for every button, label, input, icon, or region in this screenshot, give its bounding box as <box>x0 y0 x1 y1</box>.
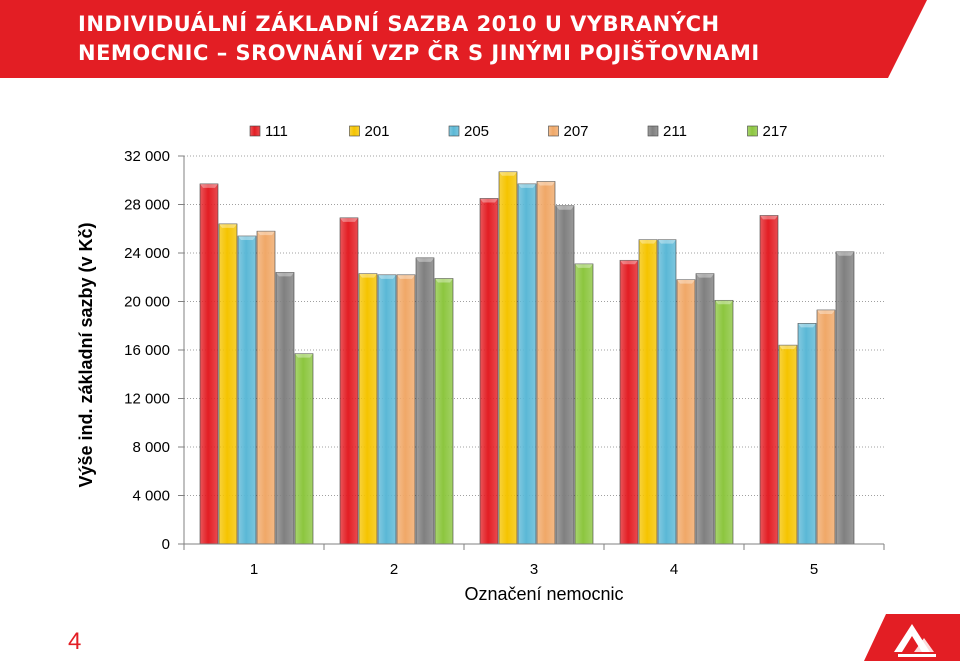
page-number: 4 <box>68 628 82 655</box>
x-tick-label: 4 <box>670 561 678 578</box>
bar-bevel <box>295 353 313 358</box>
y-tick-label: 32 000 <box>124 148 170 165</box>
bar-series-201-category-4 <box>638 239 658 545</box>
bar-bevel <box>518 183 536 188</box>
y-tick-label: 24 000 <box>124 245 170 262</box>
legend-label-207: 207 <box>564 123 589 140</box>
page-title-line-2: NEMOCNIC – SROVNÁNÍ VZP ČR S JINÝMI POJI… <box>78 41 760 65</box>
bar-series-207-category-4 <box>676 279 696 545</box>
bar-series-211-category-1 <box>275 272 295 545</box>
bar-series-205-category-5 <box>797 323 817 545</box>
bar-bevel <box>480 198 498 203</box>
bar-bevel <box>639 239 657 244</box>
y-tick-label: 12 000 <box>124 391 170 408</box>
bar-bevel <box>340 217 358 222</box>
bar-series-207-category-5 <box>816 309 836 545</box>
bar-bevel <box>499 171 517 176</box>
bar-series-217-category-3 <box>574 263 594 545</box>
bar-series-201-category-1 <box>218 223 238 545</box>
bar-bevel <box>715 300 733 305</box>
page-title-line-1: INDIVIDUÁLNÍ ZÁKLADNÍ SAZBA 2010 U VYBRA… <box>78 12 720 36</box>
bar-bevel <box>416 257 434 262</box>
legend: 111 201 205 207 211 217 <box>249 123 788 140</box>
bar-bevel <box>779 345 797 350</box>
bar-bevel <box>238 236 256 241</box>
bar-series-111-category-5 <box>759 215 779 545</box>
bar-bevel <box>836 251 854 256</box>
bar-bevel <box>219 223 237 228</box>
company-logo <box>864 614 960 661</box>
bar-bevel <box>760 215 778 220</box>
bar-series-111-category-3 <box>479 198 499 545</box>
y-tick-label: 20 000 <box>124 294 170 311</box>
bar-bevel <box>359 273 377 278</box>
bar-series-111-category-1 <box>199 183 219 545</box>
bar-bevel <box>435 278 453 283</box>
bar-bevel <box>276 272 294 277</box>
bar-series-217-category-2 <box>434 278 454 545</box>
title-banner-shape <box>0 0 927 78</box>
bar-series-207-category-1 <box>256 230 276 545</box>
bar-series-207-category-2 <box>396 274 416 545</box>
bar-series-211-category-4 <box>695 273 715 545</box>
bar-series-201-category-2 <box>358 273 378 545</box>
legend-swatch-207 <box>548 125 559 137</box>
bar-series-111-category-4 <box>619 259 639 545</box>
bar-bevel <box>556 205 574 210</box>
bar-series-201-category-3 <box>498 171 518 545</box>
y-tick-label: 28 000 <box>124 197 170 214</box>
bar-bevel <box>658 239 676 244</box>
x-tick-label: 2 <box>390 561 398 578</box>
bar-series-201-category-5 <box>778 344 798 545</box>
legend-swatch-205 <box>448 125 460 137</box>
bar-bevel <box>798 323 816 328</box>
y-tick-label: 4 000 <box>132 488 170 505</box>
legend-swatch-211 <box>647 125 659 137</box>
bar-series-205-category-3 <box>517 183 537 545</box>
bar-bevel <box>397 274 415 279</box>
y-tick-label: 8 000 <box>132 439 170 456</box>
legend-label-217: 217 <box>763 123 788 140</box>
bar-series-205-category-2 <box>377 274 397 545</box>
bar-bevel <box>378 274 396 279</box>
legend-swatch-201 <box>349 125 360 137</box>
x-tick-label: 3 <box>530 561 538 578</box>
bar-series-217-category-4 <box>714 299 734 545</box>
x-tick-label: 1 <box>250 561 258 578</box>
legend-swatch-111 <box>249 125 261 137</box>
y-tick-label: 0 <box>162 536 170 553</box>
bar-bevel <box>696 273 714 278</box>
legend-label-205: 205 <box>464 123 489 140</box>
legend-swatch-217 <box>747 125 758 137</box>
axes: 0 4 000 8 000 12 000 16 000 20 000 24 000 28 00… <box>124 148 885 578</box>
legend-label-201: 201 <box>365 123 390 140</box>
legend-label-211: 211 <box>663 123 687 140</box>
bars <box>199 171 855 545</box>
bar-bevel <box>200 183 218 188</box>
bar-bevel <box>575 263 593 268</box>
bar-bevel <box>537 181 555 186</box>
bar-series-111-category-2 <box>339 217 359 545</box>
y-tick-label: 16 000 <box>124 342 170 359</box>
bar-series-211-category-2 <box>415 257 435 545</box>
x-axis-title: Označení nemocnic <box>464 584 623 604</box>
bar-series-205-category-4 <box>657 239 677 545</box>
y-axis-title: Výše ind. základní sazby (v Kč) <box>76 222 96 487</box>
bar-bevel <box>677 279 695 284</box>
bar-series-211-category-5 <box>835 251 855 545</box>
bar-series-205-category-1 <box>237 235 257 545</box>
legend-label-111: 111 <box>265 123 288 140</box>
bar-bevel <box>257 231 275 236</box>
page-title: INDIVIDUÁLNÍ ZÁKLADNÍ SAZBA 2010 U VYBRA… <box>78 10 760 68</box>
bar-bevel <box>817 309 835 314</box>
bar-series-217-category-1 <box>294 353 314 545</box>
x-tick-label: 5 <box>810 561 818 578</box>
bar-bevel <box>620 260 638 265</box>
bar-series-211-category-3 <box>555 205 575 545</box>
title-banner: INDIVIDUÁLNÍ ZÁKLADNÍ SAZBA 2010 U VYBRA… <box>0 0 960 78</box>
bar-series-207-category-3 <box>536 181 556 545</box>
